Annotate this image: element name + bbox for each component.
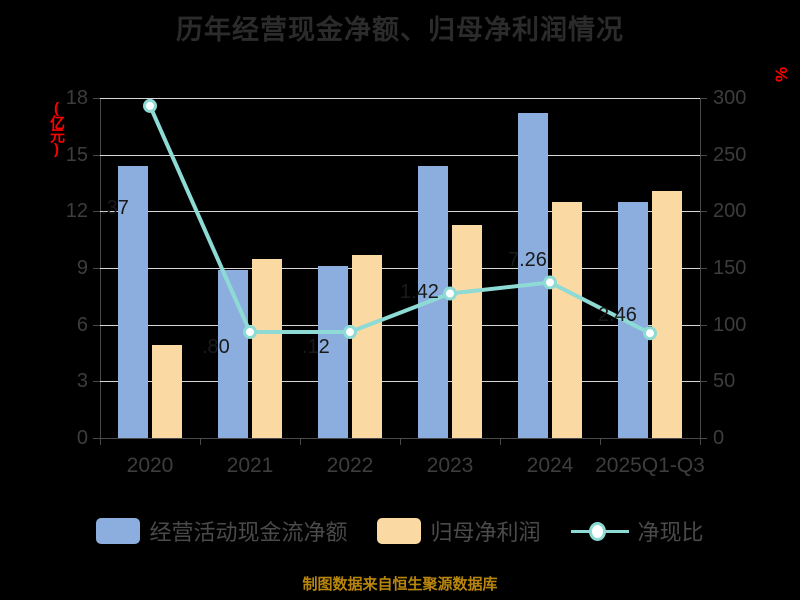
left-axis-tick-label: 18	[65, 87, 88, 109]
line-point[interactable]	[543, 275, 557, 290]
bar-net-profit[interactable]	[152, 345, 182, 438]
legend-label-net-profit: 归母净利润	[430, 520, 541, 545]
x-axis-tick-label: 2022	[326, 454, 374, 477]
right-axis-tick-label: 250	[713, 143, 747, 166]
right-axis-tick-label: 0	[713, 427, 725, 449]
x-axis-tick-label: 2023	[426, 454, 474, 477]
right-axis-tick-label: 100	[713, 313, 747, 336]
gridline	[100, 268, 700, 269]
bar-operating-cash-flow[interactable]	[518, 113, 548, 438]
right-axis-tick	[700, 438, 707, 439]
gridline	[100, 98, 700, 99]
x-axis-tick-label: 2025Q1-Q3	[595, 454, 705, 477]
x-axis-tick	[600, 438, 601, 445]
x-axis-tick	[200, 438, 201, 445]
x-axis-tick	[400, 438, 401, 445]
left-axis-tick	[93, 268, 100, 269]
right-axis-tick	[700, 211, 707, 213]
left-axis-tick	[93, 324, 100, 326]
legend-item-net-profit[interactable]: 归母净利润	[377, 515, 541, 547]
bar-net-profit[interactable]	[452, 224, 482, 438]
x-axis-tick	[700, 438, 701, 445]
left-axis-tick	[93, 98, 100, 99]
left-axis-tick-label: 12	[65, 200, 88, 223]
right-axis-tick-label: 200	[713, 200, 747, 223]
left-axis-tick	[93, 438, 100, 439]
point-value-label: 4.37	[100, 196, 129, 219]
gridline	[100, 381, 700, 383]
gridline	[100, 211, 700, 213]
legend-line-dot	[588, 522, 606, 541]
left-axis-tick-label: 3	[76, 370, 88, 393]
x-axis-tick	[300, 438, 301, 445]
legend-item-net-cash-ratio[interactable]: 净现比	[570, 515, 704, 547]
left-axis-tick-label: 0	[76, 427, 88, 449]
left-axis-tick-label: 15	[65, 143, 88, 166]
point-value-label: .80	[202, 336, 230, 359]
line-point[interactable]	[143, 98, 157, 113]
point-value-label: .12	[302, 336, 330, 359]
right-axis-tick	[700, 98, 707, 99]
legend-label-operating-cash-flow: 经营活动现金流净额	[149, 520, 348, 545]
point-value-label: 7.26	[508, 249, 547, 272]
line-series-svg	[143, 98, 657, 341]
chart-title: 历年经营现金净额、归母净利润情况	[176, 15, 624, 45]
bar-operating-cash-flow[interactable]	[118, 166, 148, 438]
point-value-label: 1.42	[400, 280, 439, 303]
gridline	[100, 324, 700, 326]
left-axis-tick	[93, 154, 100, 156]
x-axis-tick-label: 2021	[226, 454, 274, 477]
legend-marker-line	[570, 518, 629, 544]
legend-item-operating-cash-flow[interactable]: 经营活动现金流净额	[96, 515, 347, 547]
right-axis-tick	[700, 268, 707, 269]
net-cash-ratio-points	[143, 98, 657, 341]
line-point[interactable]	[443, 286, 457, 301]
plot-area: 4.37 .80 .12 1.42 7.26 2.46	[100, 98, 700, 438]
legend-swatch-orange	[377, 518, 422, 544]
bar-operating-cash-flow[interactable]	[318, 266, 348, 438]
left-axis-tick	[93, 211, 100, 213]
bar-net-profit[interactable]	[252, 258, 282, 438]
bar-net-profit[interactable]	[652, 190, 682, 438]
right-axis-unit-label: %	[772, 66, 791, 82]
footer-source-note: 制图数据来自恒生聚源数据库	[302, 576, 498, 593]
point-value-label: 2.46	[598, 304, 637, 327]
right-axis-tick	[700, 154, 707, 156]
right-axis-tick	[700, 381, 707, 383]
chart-legend: 经营活动现金流净额 归母净利润 净现比	[0, 515, 800, 547]
line-point[interactable]	[343, 325, 357, 340]
x-axis-tick	[100, 438, 101, 445]
right-axis-tick-label: 50	[713, 370, 736, 393]
right-axis-tick-label: 300	[713, 87, 747, 109]
legend-label-net-cash-ratio: 净现比	[637, 520, 704, 545]
x-axis-tick-label: 2020	[126, 454, 174, 477]
right-axis-tick	[700, 324, 707, 326]
left-axis-unit-label: (亿元)	[48, 100, 65, 156]
x-axis-tick-label: 2024	[526, 454, 574, 477]
line-point[interactable]	[643, 326, 657, 341]
left-axis-tick-label: 6	[76, 313, 88, 336]
legend-swatch-blue	[96, 518, 141, 544]
right-axis-tick-label: 150	[713, 257, 747, 279]
line-point[interactable]	[243, 325, 257, 340]
net-cash-ratio-line	[148, 103, 652, 336]
bar-net-profit[interactable]	[552, 201, 582, 438]
gridline	[100, 154, 700, 156]
x-axis-tick	[500, 438, 501, 445]
left-axis-tick-label: 9	[76, 257, 88, 279]
left-axis-tick	[93, 381, 100, 383]
bar-net-profit[interactable]	[352, 254, 382, 438]
